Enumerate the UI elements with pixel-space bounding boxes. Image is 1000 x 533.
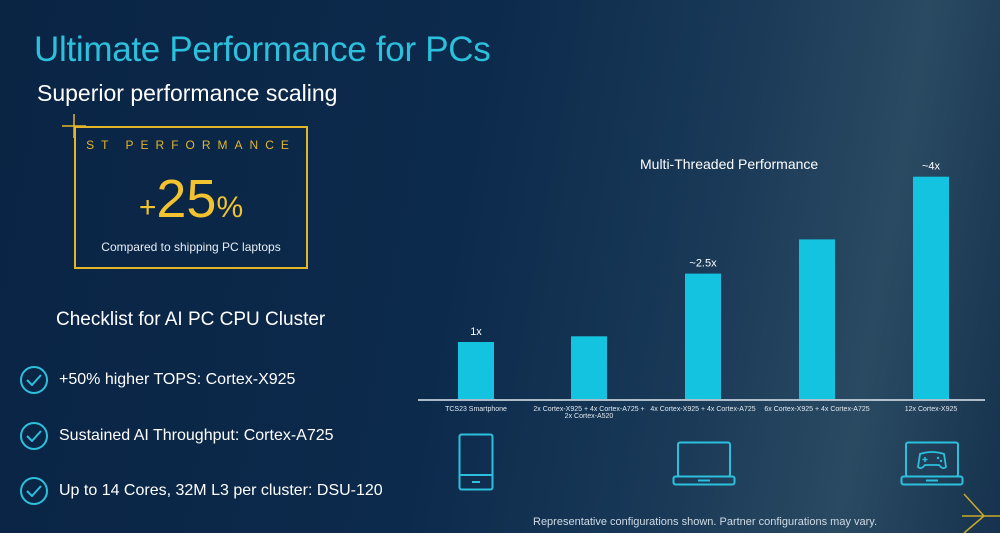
chart-title: Multi-Threaded Performance xyxy=(640,156,819,172)
value-number: 25 xyxy=(156,169,217,229)
st-performance-label: ST PERFORMANCE xyxy=(86,138,296,152)
check-icon xyxy=(20,422,48,450)
data-label: 1x xyxy=(470,326,482,338)
data-label: ~4x xyxy=(922,161,941,173)
plus-sign: + xyxy=(138,191,157,224)
checklist-title: Checklist for AI PC CPU Cluster xyxy=(56,309,326,330)
checklist-item: Sustained AI Throughput: Cortex-A725 xyxy=(20,422,334,450)
data-label: ~2.5x xyxy=(689,258,717,270)
value-unit: % xyxy=(216,191,244,224)
bar xyxy=(799,239,835,399)
checklist-text: +50% higher TOPS: Cortex-X925 xyxy=(59,371,296,388)
slide-title: Ultimate Performance for PCs xyxy=(34,30,491,69)
check-icon xyxy=(20,477,48,505)
checklist-item: +50% higher TOPS: Cortex-X925 xyxy=(20,366,295,394)
x-tick-label: 2x Cortex-X925 + 4x Cortex-A725 + 2x Cor… xyxy=(533,406,645,420)
arrow-decoration-icon xyxy=(962,493,1000,533)
st-performance-value: +25% xyxy=(76,168,306,230)
checklist-text: Sustained AI Throughput: Cortex-A725 xyxy=(59,427,334,444)
x-tick-label: 6x Cortex-X925 + 4x Cortex-A725 xyxy=(764,406,870,413)
x-tick-label: 12x Cortex-X925 xyxy=(904,406,958,413)
footnote: Representative configurations shown. Par… xyxy=(533,516,878,528)
bar xyxy=(913,176,949,399)
gaming-laptop-icon xyxy=(900,441,964,486)
checklist-item: Up to 14 Cores, 32M L3 per cluster: DSU-… xyxy=(20,477,383,505)
x-tick-label: 4x Cortex-X925 + 4x Cortex-A725 xyxy=(650,406,756,413)
checklist-text: Up to 14 Cores, 32M L3 per cluster: DSU-… xyxy=(59,482,383,499)
bar xyxy=(458,342,494,399)
slide-subtitle: Superior performance scaling xyxy=(37,80,338,106)
st-performance-box: ST PERFORMANCE +25% Compared to shipping… xyxy=(74,126,308,269)
x-tick-label: TCS23 Smartphone xyxy=(445,406,507,413)
bar xyxy=(571,336,607,399)
check-icon xyxy=(20,366,48,394)
smartphone-icon xyxy=(458,433,494,491)
bar xyxy=(685,273,721,399)
laptop-icon xyxy=(672,441,736,486)
st-performance-note: Compared to shipping PC laptops xyxy=(101,240,281,254)
